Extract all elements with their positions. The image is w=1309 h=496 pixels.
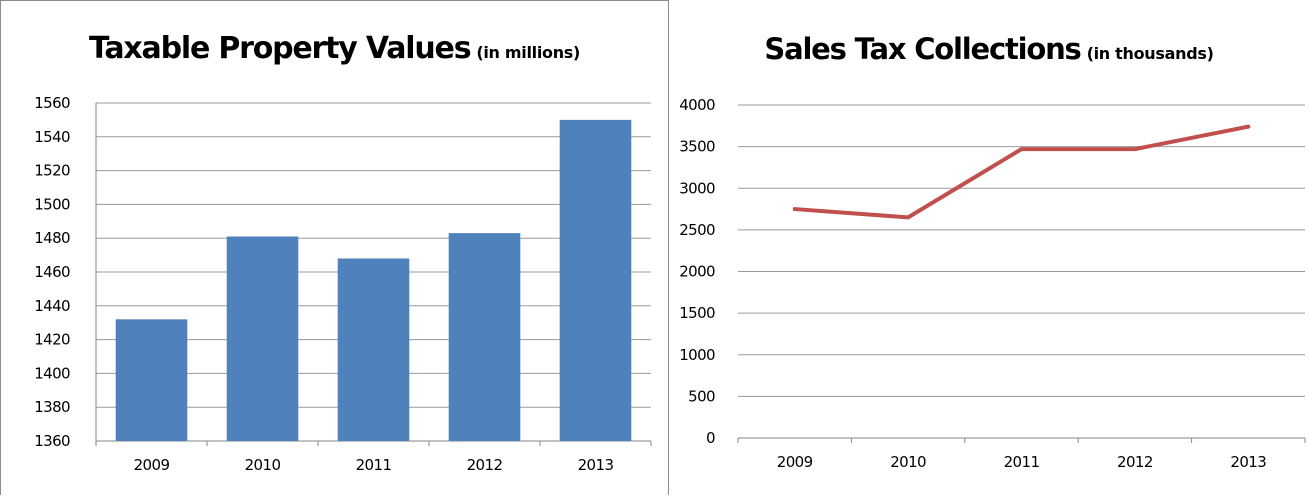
- chart-title-main: Taxable Property Values: [88, 31, 472, 66]
- property-values-chart: Taxable Property Values (in millions) 136…: [0, 0, 669, 495]
- y-tick-label: 1460: [34, 263, 70, 281]
- chart-title: Sales Tax Collections (in thousands): [669, 32, 1309, 66]
- y-tick-label: 1540: [34, 128, 70, 146]
- x-tick-label: 2010: [245, 456, 281, 474]
- x-tick-label: 2012: [1117, 453, 1153, 471]
- series-line: [792, 124, 1251, 220]
- x-tick-label: 2013: [1230, 453, 1266, 471]
- bar: [115, 319, 188, 441]
- y-tick-label: 1560: [34, 94, 70, 112]
- bar: [337, 258, 410, 441]
- y-tick-label: 1000: [679, 346, 715, 364]
- y-tick-label: 1380: [34, 398, 70, 416]
- bar: [226, 236, 299, 441]
- x-tick-label: 2009: [777, 453, 813, 471]
- x-tick-label: 2013: [578, 456, 614, 474]
- sales-tax-chart: Sales Tax Collections (in thousands) 0 500…: [669, 0, 1309, 495]
- y-tick-label: 4000: [679, 96, 715, 114]
- chart-title-main: Sales Tax Collections: [764, 32, 1081, 66]
- x-tick-label: 2011: [1004, 453, 1040, 471]
- y-tick-label: 0: [706, 429, 715, 447]
- chart-subtitle: (in thousands): [1086, 44, 1214, 63]
- bar: [448, 233, 521, 441]
- x-tick-label: 2009: [134, 456, 170, 474]
- y-tick-label: 1400: [34, 364, 70, 382]
- y-tick-label: 1360: [34, 432, 70, 450]
- y-tick-label: 1520: [34, 162, 70, 180]
- y-tick-label: 1500: [34, 195, 70, 213]
- x-tick-label: 2012: [467, 456, 503, 474]
- y-tick-label: 2500: [679, 221, 715, 239]
- y-tick-label: 500: [688, 387, 715, 405]
- y-tick-label: 1420: [34, 331, 70, 349]
- y-tick-label: 2000: [679, 263, 715, 281]
- bar-chart-plot: 1360 1380 1400 1420 1440 1460 1480 1500 1520 1540…: [34, 94, 652, 474]
- x-tick-label: 2010: [890, 453, 926, 471]
- y-tick-label: 3500: [679, 138, 715, 156]
- chart-title: Taxable Property Values (in millions): [1, 31, 668, 66]
- y-tick-label: 1500: [679, 304, 715, 322]
- y-tick-label: 3000: [679, 179, 715, 197]
- x-tick-label: 2011: [356, 456, 392, 474]
- chart-subtitle: (in millions): [476, 43, 581, 62]
- y-tick-label: 1480: [34, 229, 70, 247]
- line-chart-plot: 0 500 1000 1500 2000 2500 3000 3500 4000 2009 2010…: [679, 96, 1306, 471]
- bar: [559, 119, 632, 442]
- y-tick-label: 1440: [34, 297, 70, 315]
